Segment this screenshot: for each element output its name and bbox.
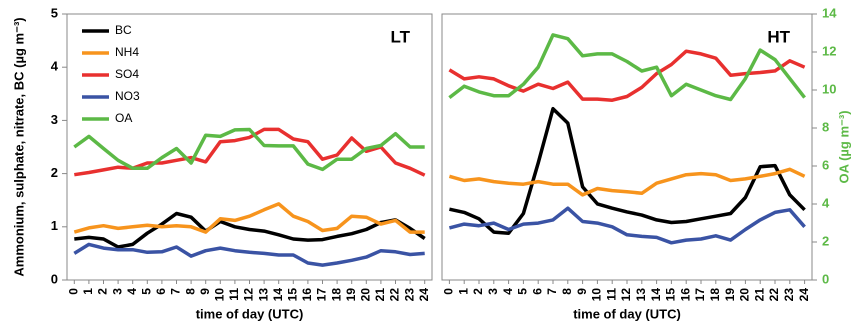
panel-title: LT [390, 27, 410, 46]
x-tick-label: 4 [501, 288, 515, 295]
legend-label: SO4 [115, 67, 139, 81]
y2-tick-label: 4 [822, 195, 830, 210]
x-tick-label: 4 [125, 288, 139, 295]
y-tick-label: 0 [51, 271, 58, 286]
y2-axis-label: OA (µg m⁻³) [836, 110, 851, 183]
y2-tick-label: 10 [822, 81, 836, 96]
y2-tick-label: 8 [822, 119, 829, 134]
x-tick-label: 10 [590, 288, 604, 302]
x-tick-label: 6 [154, 288, 168, 295]
x-tick-label: 23 [782, 288, 796, 302]
y-axis-label: Ammonium, sulphate, nitrate, BC (µg m⁻³) [11, 17, 26, 276]
series-line [448, 206, 806, 245]
x-tick-label: 16 [678, 288, 692, 302]
series-line [449, 106, 806, 235]
series-line [74, 127, 426, 177]
x-tick-label: 15 [664, 288, 678, 302]
legend-label: OA [115, 111, 132, 125]
x-tick-label: 18 [329, 288, 343, 302]
legend-label: BC [115, 23, 132, 37]
x-tick-label: 6 [530, 288, 544, 295]
x-tick-label: 10 [212, 288, 226, 302]
x-axis-label: time of day (UTC) [573, 306, 681, 321]
x-tick-label: 14 [271, 288, 285, 302]
x-tick-label: 12 [619, 288, 633, 302]
x-tick-label: 16 [300, 288, 314, 302]
x-tick-label: 17 [315, 288, 329, 302]
x-tick-label: 8 [183, 288, 197, 295]
x-tick-label: 23 [402, 288, 416, 302]
x-tick-label: 3 [486, 288, 500, 295]
x-tick-label: 21 [373, 288, 387, 302]
x-tick-label: 13 [634, 288, 648, 302]
series-line [73, 127, 425, 172]
x-tick-label: 9 [575, 288, 589, 295]
y-tick-label: 2 [51, 165, 58, 180]
x-tick-label: 13 [256, 288, 270, 302]
x-tick-label: 24 [797, 288, 811, 302]
x-tick-label: 20 [358, 288, 372, 302]
x-tick-label: 19 [344, 288, 358, 302]
series-line [73, 242, 425, 267]
x-tick-label: 5 [516, 288, 530, 295]
x-axis-label: time of day (UTC) [196, 306, 304, 321]
x-tick-label: 22 [388, 288, 402, 302]
y2-tick-label: 14 [822, 5, 837, 20]
x-tick-label: 0 [442, 288, 456, 295]
x-tick-label: 0 [66, 288, 80, 295]
series-line [448, 167, 806, 197]
x-tick-label: 2 [471, 288, 485, 295]
x-tick-label: 22 [767, 288, 781, 302]
y-tick-label: 5 [51, 5, 58, 20]
x-tick-label: 21 [752, 288, 766, 302]
series-line [448, 33, 806, 102]
x-tick-label: 8 [560, 288, 574, 295]
y-tick-label: 1 [51, 218, 58, 233]
x-tick-label: 17 [693, 288, 707, 302]
y2-tick-label: 12 [822, 43, 836, 58]
x-tick-label: 12 [242, 288, 256, 302]
x-tick-label: 11 [604, 288, 618, 301]
y2-tick-label: 0 [822, 271, 829, 286]
x-tick-label: 9 [198, 288, 212, 295]
x-tick-label: 7 [545, 288, 559, 295]
y2-tick-label: 6 [822, 157, 829, 172]
x-tick-label: 24 [417, 288, 431, 302]
series-line [73, 202, 425, 234]
x-tick-label: 20 [738, 288, 752, 302]
legend-label: NO3 [115, 89, 140, 103]
x-tick-label: 5 [139, 288, 153, 295]
x-tick-label: 19 [723, 288, 737, 302]
x-tick-label: 7 [169, 288, 183, 295]
y-tick-label: 4 [51, 59, 59, 74]
x-tick-label: 18 [708, 288, 722, 302]
series-line [448, 49, 806, 102]
legend-label: NH4 [115, 45, 139, 59]
series-line [74, 211, 426, 249]
x-tick-label: 3 [110, 288, 124, 295]
x-tick-label: 15 [285, 288, 299, 302]
x-tick-label: 2 [96, 288, 110, 295]
x-tick-label: 11 [227, 288, 241, 301]
x-tick-label: 1 [81, 288, 95, 295]
x-tick-label: 14 [649, 288, 663, 302]
y-tick-label: 3 [51, 112, 58, 127]
panel-title: HT [767, 27, 790, 46]
y2-tick-label: 2 [822, 233, 829, 248]
x-tick-label: 1 [456, 288, 470, 295]
